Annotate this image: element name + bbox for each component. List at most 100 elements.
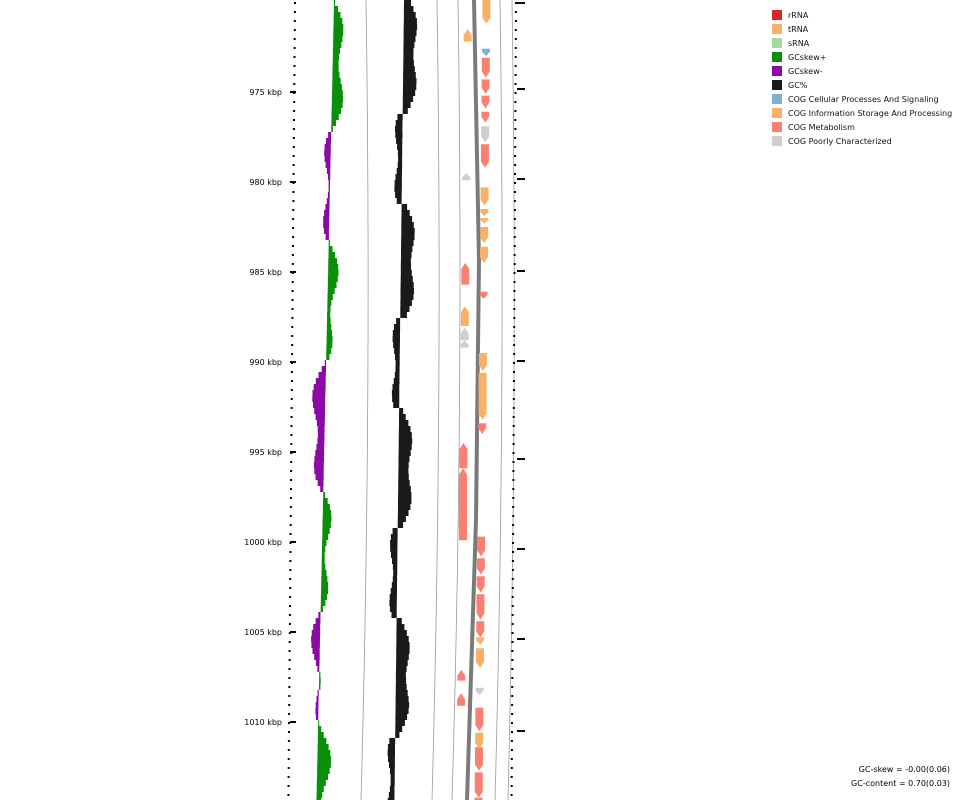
legend-swatch [772,24,782,34]
gc-percent-bar [403,60,414,66]
legend-item: COG Information Storage And Processing [772,106,952,120]
cds-feature [480,227,489,244]
gc-percent-bar [396,618,402,624]
gc-percent-bar [398,444,412,450]
outer-dot [513,263,516,265]
gc-skew-bar [327,312,331,318]
legend-swatch [772,66,782,76]
outer-dot [511,596,514,598]
gc-percent-bar [395,174,402,180]
outer-dot [512,398,515,400]
cds-feature [480,144,489,168]
outer-dot [511,605,514,607]
gc-skew-bar [315,708,319,714]
gc-percent-bar [398,492,412,498]
gc-percent-bar [395,720,405,726]
axis-dot [288,623,291,625]
axis-tick-975: 975 kbp [249,88,296,97]
outer-tick [517,548,525,550]
gc-percent-bar [396,198,402,204]
gc-skew-bar [313,384,326,390]
gc-percent-bar [395,732,400,738]
cds-feature [457,669,466,681]
outer-tick [517,178,525,180]
gc-skew-bar [328,132,332,138]
gc-skew-bar [319,672,321,678]
gc-percent-bar [398,450,411,456]
axis-dot [287,758,290,760]
gc-skew-bar [326,330,332,336]
gc-content-track [387,0,418,800]
track-guide-line [360,0,369,800]
axis-tick-980: 980 kbp [249,178,296,187]
gc-percent-bar [402,102,411,108]
axis-dot [288,614,291,616]
outer-dot [513,200,516,202]
outer-dot [511,632,514,634]
gc-skew-bar [312,396,326,402]
gc-percent-bar [396,168,402,174]
gc-percent-bar [394,180,402,186]
axis-dot [290,371,293,373]
axis-dot [288,659,291,661]
gc-skew-bar [328,192,330,198]
axis-dot [290,479,292,481]
outer-dot [512,479,515,481]
gc-percent-bar [391,390,400,396]
outer-dot [511,686,514,688]
gc-percent-bar [400,282,414,288]
gc-percent-bar [402,108,408,114]
gc-skew-bar [322,504,330,510]
gc-skew-bar [333,36,343,42]
gc-percent-bar [397,516,406,522]
cds-feature [480,187,489,206]
outer-dot [513,281,516,283]
axis-dot [291,290,294,292]
outer-dot [510,794,513,796]
axis-tick-label: 985 kbp [249,268,282,277]
cds-feature [479,246,488,263]
axis-dot [291,299,294,301]
gc-skew-bar [325,204,330,210]
gc-skew-bar [314,654,320,660]
outer-dot [512,407,515,409]
axis-dot [288,731,290,733]
gc-percent-bar [395,192,402,198]
gc-percent-bar [397,522,404,528]
gc-percent-bar [399,408,404,414]
axis-dot [293,101,296,103]
gc-percent-bar [390,774,395,780]
outer-dot [510,740,513,742]
outer-dot [512,551,514,553]
gc-skew-bar [311,642,320,648]
axis-dot [293,56,296,58]
axis-dot [290,452,293,454]
axis-tick-label: 980 kbp [249,178,282,187]
gc-percent-bar [395,120,403,126]
gc-skew-bar [320,606,324,612]
cds-feature [460,327,469,341]
legend-label: tRNA [788,24,809,34]
outer-dot [512,389,515,391]
gc-skew-bar [332,72,340,78]
outer-dot [513,308,516,310]
legend-item: GCskew+ [772,50,952,64]
gc-skew-bar [317,762,331,768]
gc-percent-bar [403,30,417,36]
gc-percent-bar [388,792,395,798]
cds-feature [481,95,490,109]
gc-percent-bar [389,786,395,792]
gc-skew-bar [328,252,335,258]
legend-label: COG Cellular Processes And Signaling [788,94,939,104]
outer-dot [513,254,516,256]
outer-dot [514,128,517,130]
gc-skew-bar [320,594,328,600]
gc-skew-bar [315,474,324,480]
gc-skew-bar [316,798,322,800]
axis-dot [291,254,294,256]
axis-dot [289,542,292,544]
axis-dot [293,47,296,49]
gc-skew-bar [312,390,326,396]
axis-dot [290,425,293,427]
legend-swatch [772,10,782,20]
